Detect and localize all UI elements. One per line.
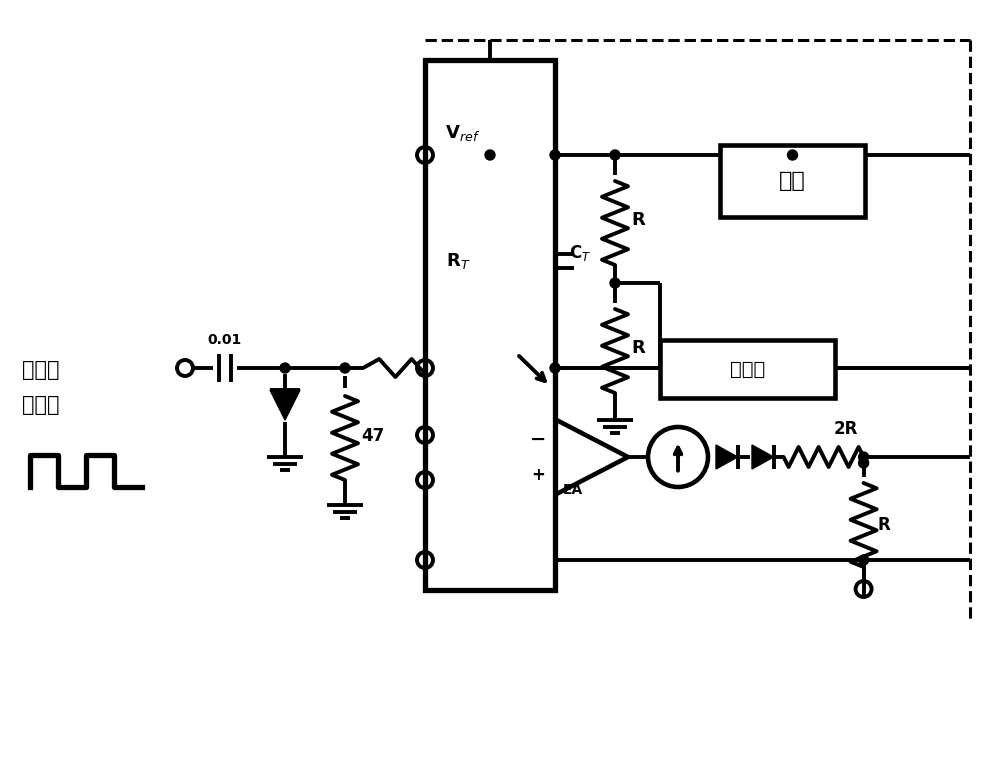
Polygon shape [270,390,300,420]
Circle shape [859,555,869,565]
Text: 外部同: 外部同 [22,360,59,380]
Circle shape [280,363,290,373]
Text: 振荡器: 振荡器 [730,360,765,378]
Text: 2R: 2R [834,420,858,438]
Circle shape [610,278,620,288]
Circle shape [340,363,350,373]
Bar [660,340,835,398]
Bar [425,60,555,590]
Polygon shape [716,445,738,469]
Circle shape [787,150,797,160]
Text: +: + [531,466,545,484]
Text: R: R [631,339,645,357]
Text: 偏置: 偏置 [779,171,805,191]
Circle shape [610,150,620,160]
Polygon shape [752,445,773,469]
Circle shape [550,150,560,160]
Text: 47: 47 [361,427,384,445]
Circle shape [859,452,869,462]
Text: 0.01: 0.01 [208,333,242,347]
Text: R: R [878,516,890,534]
Circle shape [485,150,495,160]
Bar [720,145,865,217]
Text: R$_T$: R$_T$ [446,251,471,271]
Text: V$_{ref}$: V$_{ref}$ [445,123,480,143]
Text: −: − [530,430,546,449]
Text: EA: EA [562,483,583,497]
Text: 步输入: 步输入 [22,395,59,415]
Circle shape [859,458,869,468]
Circle shape [550,363,560,373]
Text: R: R [631,211,645,229]
Text: C$_T$: C$_T$ [569,243,592,263]
